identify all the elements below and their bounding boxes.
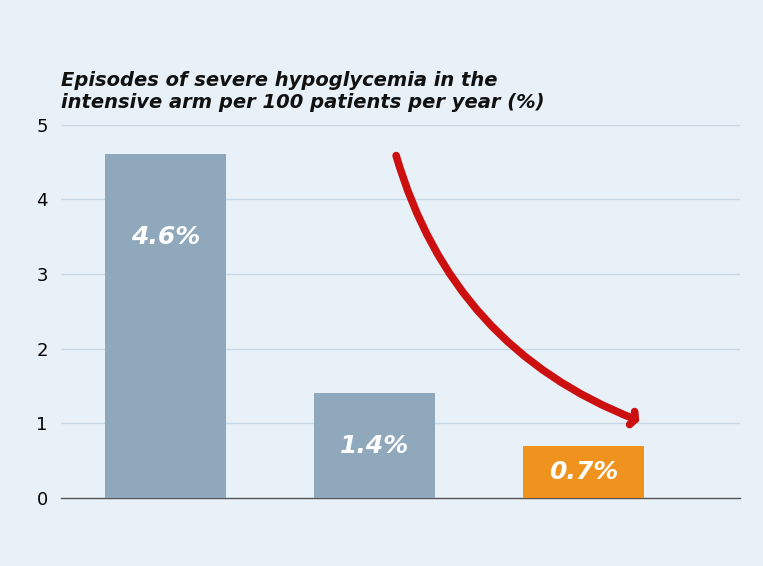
Text: 4.6%: 4.6%: [131, 225, 200, 248]
Text: 1.4%: 1.4%: [340, 434, 409, 458]
Text: Episodes of severe hypoglycemia in the
intensive arm per 100 patients per year (: Episodes of severe hypoglycemia in the i…: [61, 71, 545, 112]
Text: 0.7%: 0.7%: [549, 460, 618, 484]
Bar: [314, 393, 435, 498]
Bar: [105, 155, 226, 498]
Bar: [523, 446, 644, 498]
